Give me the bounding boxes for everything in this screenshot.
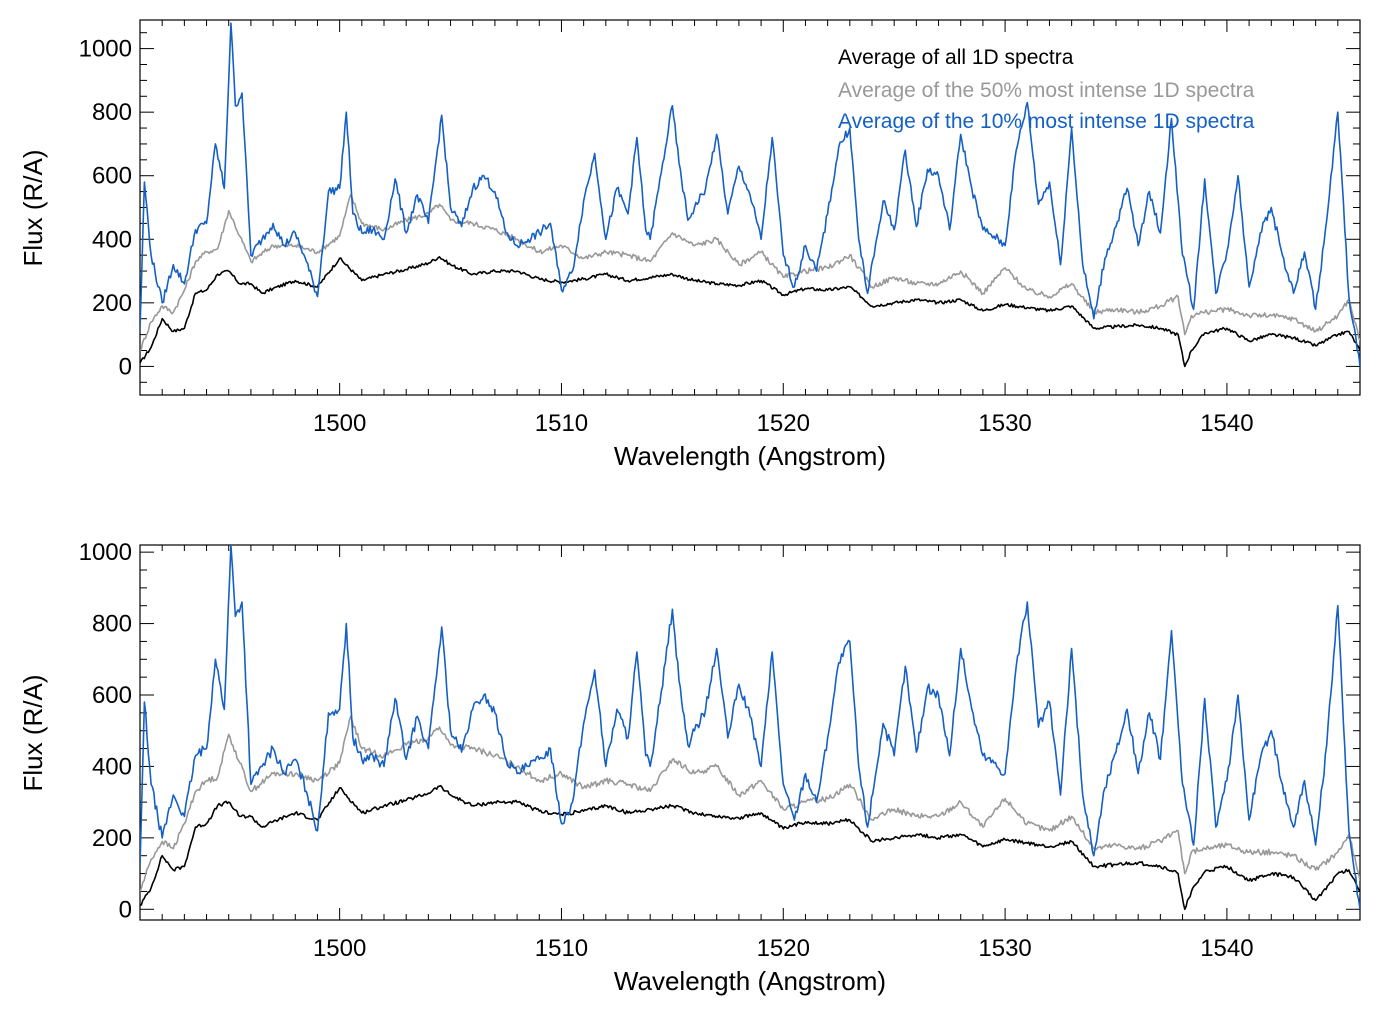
y-tick-label: 400 bbox=[92, 226, 132, 253]
x-tick-label: 1520 bbox=[757, 935, 810, 962]
x-tick-label: 1530 bbox=[978, 410, 1031, 437]
bottom-axis-ticks: 1500 1510 1520 1530 1540 0 200 400 600 800 1000 bbox=[79, 539, 1361, 962]
y-tick-label: 1000 bbox=[79, 539, 132, 566]
series-line-all bbox=[140, 784, 1360, 911]
x-tick-label: 1540 bbox=[1200, 935, 1253, 962]
y-tick-label: 0 bbox=[119, 353, 132, 380]
bottom-plot-frame bbox=[139, 544, 1361, 921]
bottom-series-layer bbox=[140, 545, 1360, 911]
top-spectrum-plot: 1500 1510 1520 1530 1540 0 200 400 600 800 1000 Av… bbox=[18, 19, 1361, 471]
legend-entry-all: Average of all 1D spectra bbox=[838, 46, 1074, 69]
x-tick-label: 1530 bbox=[978, 935, 1031, 962]
y-tick-label: 1000 bbox=[79, 36, 132, 63]
y-tick-label: 800 bbox=[92, 99, 132, 126]
top-plot-frame bbox=[139, 19, 1361, 396]
top-series-layer bbox=[140, 22, 1360, 368]
x-tick-label: 1540 bbox=[1200, 410, 1253, 437]
series-line-10pct bbox=[140, 545, 1360, 910]
top-legend: Average of all 1D spectra Average of the… bbox=[838, 46, 1255, 133]
x-tick-label: 1510 bbox=[535, 410, 588, 437]
x-tick-label: 1500 bbox=[313, 935, 366, 962]
x-tick-label: 1500 bbox=[313, 410, 366, 437]
bottom-y-axis-title: Flux (R/A) bbox=[18, 675, 48, 792]
top-axis-ticks: 1500 1510 1520 1530 1540 0 200 400 600 800 1000 bbox=[79, 20, 1361, 437]
series-line-50pct bbox=[140, 715, 1360, 892]
y-tick-label: 600 bbox=[92, 163, 132, 190]
series-line-50pct bbox=[140, 194, 1360, 352]
series-line-10pct bbox=[140, 22, 1360, 367]
top-x-axis-title: Wavelength (Angstrom) bbox=[614, 441, 886, 471]
series-line-all bbox=[140, 255, 1360, 368]
bottom-spectrum-plot: 1500 1510 1520 1530 1540 0 200 400 600 800 1000 Wa… bbox=[18, 539, 1361, 996]
legend-entry-50pct: Average of the 50% most intense 1D spect… bbox=[838, 79, 1255, 102]
y-tick-label: 400 bbox=[92, 753, 132, 780]
legend-entry-10pct: Average of the 10% most intense 1D spect… bbox=[838, 110, 1255, 133]
y-tick-label: 800 bbox=[92, 611, 132, 638]
x-tick-label: 1520 bbox=[757, 410, 810, 437]
y-tick-label: 200 bbox=[92, 825, 132, 852]
x-tick-label: 1510 bbox=[535, 935, 588, 962]
y-tick-label: 0 bbox=[119, 896, 132, 923]
y-tick-label: 600 bbox=[92, 682, 132, 709]
y-tick-label: 200 bbox=[92, 290, 132, 317]
top-y-axis-title: Flux (R/A) bbox=[18, 150, 48, 267]
bottom-x-axis-title: Wavelength (Angstrom) bbox=[614, 966, 886, 996]
